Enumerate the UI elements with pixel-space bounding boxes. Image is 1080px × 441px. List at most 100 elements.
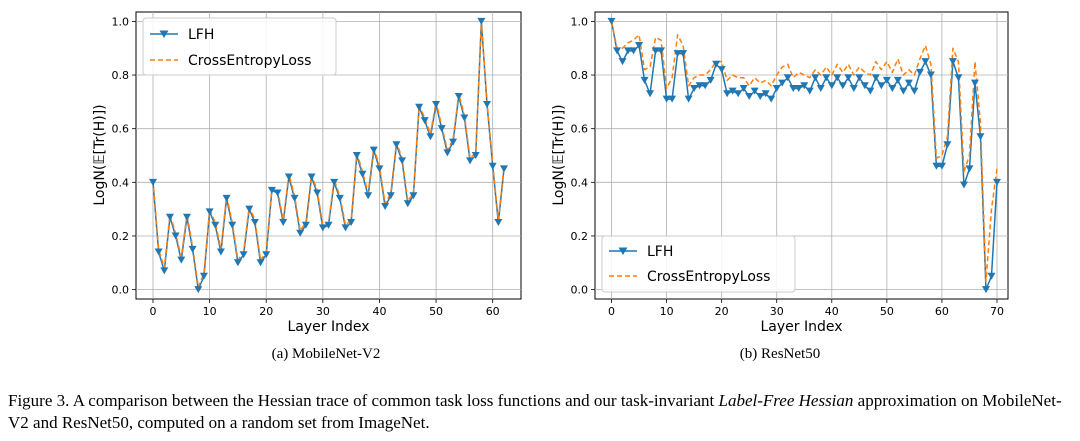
lfh-point-marker — [369, 146, 378, 154]
legend: LFH CrossEntropyLoss — [142, 17, 337, 76]
y-tick-label: 1.0 — [112, 15, 130, 28]
lfh-point-marker — [970, 79, 979, 87]
lfh-point-marker — [477, 17, 486, 25]
lfh-point-marker — [899, 87, 908, 95]
y-axis-ticks: 0.0 0.2 0.4 0.6 0.8 1.0 — [112, 15, 136, 297]
legend: LFH CrossEntropyLoss — [601, 235, 796, 293]
lfh-point-marker — [877, 82, 886, 90]
lfh-point-marker — [460, 114, 469, 122]
lfh-point-marker — [341, 224, 350, 232]
lfh-point-marker — [466, 157, 475, 165]
legend-lfh-marker — [618, 247, 628, 255]
y-tick-label: 0.8 — [571, 69, 589, 82]
subcaption-b: (b) ResNet50 — [739, 346, 821, 362]
lfh-point-marker — [160, 267, 169, 275]
caption-emphasis: Label-Free Hessian — [718, 391, 854, 410]
lfh-point-marker — [915, 68, 924, 76]
lfh-point-marker — [296, 229, 305, 237]
lfh-point-marker — [290, 194, 299, 202]
legend-ce-label: CrossEntropyLoss — [188, 53, 311, 69]
y-axis-label: LogN(𝔼[Tr(H)]) — [92, 104, 108, 205]
lfh-point-marker — [849, 84, 858, 92]
lfh-point-marker — [262, 251, 271, 259]
lfh-point-marker — [690, 84, 699, 92]
lfh-point-marker — [987, 272, 996, 280]
lfh-point-marker — [965, 165, 974, 173]
lfh-point-marker — [386, 192, 395, 200]
lfh-point-marker — [267, 186, 276, 194]
y-axis-ticks: 0.0 0.2 0.4 0.6 0.8 1.0 — [571, 15, 595, 297]
lfh-point-marker — [301, 221, 310, 229]
y-tick-label: 0.0 — [112, 284, 130, 297]
lfh-point-marker — [926, 71, 935, 79]
lfh-point-marker — [717, 66, 726, 74]
lfh-point-marker — [657, 47, 666, 55]
lfh-point-marker — [188, 245, 197, 253]
x-tick-label: 10 — [203, 305, 217, 318]
legend-lfh-label: LFH — [647, 244, 673, 260]
lfh-point-marker — [415, 103, 424, 111]
lfh-point-marker — [211, 221, 220, 229]
series-markers — [148, 17, 509, 294]
lfh-point-marker — [816, 84, 825, 92]
lfh-point-marker — [454, 92, 463, 100]
chart-mobilenet-v2: 0 10 20 30 40 50 60 0.0 0.2 0.4 0.6 0.8 1.0 Layer I… — [92, 11, 522, 335]
legend-lfh-label: LFH — [188, 27, 214, 43]
lfh-point-marker — [398, 157, 407, 165]
y-tick-label: 0.8 — [112, 69, 130, 82]
lfh-point-marker — [651, 47, 660, 55]
lfh-point-marker — [635, 42, 644, 50]
lfh-point-marker — [871, 74, 880, 82]
lfh-point-marker — [381, 202, 390, 210]
lfh-point-marker — [245, 205, 254, 213]
lfh-point-marker — [250, 219, 259, 227]
lfh-point-marker — [706, 76, 715, 84]
lfh-point-marker — [904, 79, 913, 87]
lfh-point-marker — [783, 74, 792, 82]
lfh-point-marker — [981, 286, 990, 294]
lfh-point-marker — [364, 192, 373, 200]
legend-box — [601, 235, 796, 293]
plot-area: 0 10 20 30 40 50 60 70 0.0 0.2 0.4 0.6 0.8 1.0 — [571, 11, 1009, 318]
x-tick-label: 20 — [715, 305, 729, 318]
lfh-point-marker — [844, 74, 853, 82]
lfh-point-marker — [392, 141, 401, 149]
lfh-point-marker — [488, 162, 497, 170]
x-axis-ticks: 0 10 20 30 40 50 60 — [149, 299, 500, 318]
y-axis-label: LogN(𝔼[Tr(H)]) — [551, 104, 567, 205]
lfh-point-marker — [640, 76, 649, 84]
lfh-point-marker — [745, 92, 754, 100]
lfh-point-marker — [154, 248, 163, 256]
lfh-point-marker — [375, 165, 384, 173]
lfh-point-marker — [171, 232, 180, 240]
x-tick-label: 40 — [372, 305, 386, 318]
figure-caption: Figure 3. A comparison between the Hessi… — [8, 390, 1073, 434]
lfh-point-marker — [403, 200, 412, 208]
lfh-point-marker — [279, 219, 288, 227]
lfh-point-marker — [646, 90, 655, 98]
lfh-point-marker — [800, 82, 809, 90]
lfh-point-marker — [607, 17, 616, 25]
legend-lfh-marker — [159, 30, 169, 38]
lfh-point-marker — [992, 178, 1001, 186]
x-tick-label: 50 — [429, 305, 443, 318]
lfh-point-marker — [767, 95, 776, 103]
lfh-point-marker — [216, 248, 225, 256]
lfh-point-marker — [860, 82, 869, 90]
lfh-point-marker — [948, 58, 957, 66]
lfh-point-marker — [233, 259, 242, 267]
y-tick-label: 0.0 — [571, 284, 589, 297]
lfh-point-marker — [937, 162, 946, 170]
lfh-point-marker — [273, 189, 282, 197]
lfh-point-marker — [943, 141, 952, 149]
lfh-point-marker — [789, 84, 798, 92]
lfh-point-marker — [148, 178, 157, 186]
lfh-point-marker — [420, 117, 429, 125]
lfh-point-marker — [756, 92, 765, 100]
lfh-point-marker — [728, 87, 737, 95]
x-tick-label: 30 — [316, 305, 330, 318]
lfh-point-marker — [734, 90, 743, 98]
lfh-point-marker — [712, 60, 721, 68]
lfh-point-marker — [409, 192, 418, 200]
series-line-crossentropyloss — [610, 21, 998, 283]
